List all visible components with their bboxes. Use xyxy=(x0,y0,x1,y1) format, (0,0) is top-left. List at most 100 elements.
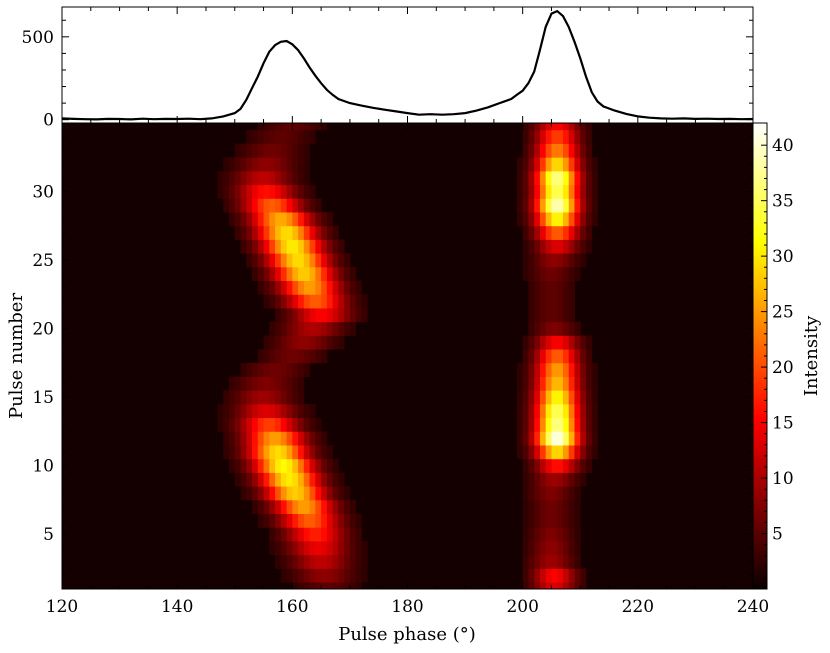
heatmap-cell xyxy=(223,445,230,460)
heatmap-cell xyxy=(298,239,305,254)
heatmap-cell xyxy=(269,123,276,131)
heatmap-cell xyxy=(568,308,575,323)
heatmap-cell xyxy=(534,170,541,186)
heatmap-cell xyxy=(557,239,564,254)
heatmap-cell xyxy=(568,431,575,446)
heatmap-cell xyxy=(344,582,351,590)
heatmap-cell xyxy=(292,239,299,254)
heatmap-cell xyxy=(309,582,316,590)
heatmap-cell xyxy=(551,445,558,460)
heatmap-cell xyxy=(349,554,357,569)
colorbar-tick-label: 25 xyxy=(772,303,794,323)
heatmap-cell xyxy=(338,527,345,542)
heatmap-cell xyxy=(580,417,587,432)
heatmap-cell xyxy=(303,554,311,569)
heatmap-cell xyxy=(315,472,322,487)
heatmap-cell xyxy=(534,335,541,350)
heatmap-x-tick-label: 160 xyxy=(276,597,308,617)
heatmap-cell xyxy=(223,431,230,446)
heatmap-cell xyxy=(522,527,529,542)
heatmap-cell xyxy=(522,212,529,227)
heatmap-cell xyxy=(257,431,264,446)
profile-line xyxy=(61,9,754,121)
heatmap-cell xyxy=(545,280,552,295)
heatmap-cell xyxy=(338,554,345,569)
heatmap-cell xyxy=(574,266,581,282)
heatmap-cell xyxy=(528,472,535,487)
heatmap-cell xyxy=(355,294,362,309)
heatmap-cell xyxy=(252,499,259,515)
heatmap-cell xyxy=(545,212,552,227)
heatmap-cell xyxy=(280,362,287,377)
heatmap-cell xyxy=(223,198,230,213)
heatmap-cell xyxy=(223,390,230,405)
heatmap-cell xyxy=(269,198,276,213)
heatmap-cell xyxy=(303,335,311,350)
heatmap-cell xyxy=(275,212,282,227)
heatmap-cell xyxy=(257,417,264,432)
heatmap-cell xyxy=(326,253,334,268)
heatmap-cell xyxy=(298,403,305,419)
colorbar-tick-label: 30 xyxy=(772,247,794,267)
heatmap-cell xyxy=(580,458,587,473)
heatmap-cell xyxy=(286,541,293,556)
heatmap-cell xyxy=(522,541,529,556)
heatmap-cell xyxy=(275,554,282,569)
heatmap-cell xyxy=(292,321,299,336)
heatmap-cell xyxy=(528,321,535,336)
heatmap-cell xyxy=(263,458,270,473)
heatmap-cell xyxy=(534,198,541,213)
heatmap-cell xyxy=(586,431,593,446)
heatmap-x-tick-label: 140 xyxy=(161,597,193,617)
heatmap-cell xyxy=(257,499,264,515)
heatmap-cell xyxy=(275,527,282,542)
heatmap-cell xyxy=(545,157,552,172)
heatmap-cell xyxy=(321,280,328,295)
heatmap-cell xyxy=(309,184,316,199)
heatmap-cell xyxy=(574,362,581,377)
heatmap-cell xyxy=(562,541,570,556)
heatmap-cell xyxy=(298,513,305,528)
heatmap-cell xyxy=(257,445,264,460)
heatmap-cell xyxy=(275,486,282,501)
heatmap-cell xyxy=(586,362,593,377)
heatmap-cell xyxy=(568,239,575,254)
heatmap-cell xyxy=(326,266,334,282)
heatmap-cell xyxy=(545,513,552,528)
heatmap-cell xyxy=(545,527,552,542)
heatmap-cell xyxy=(303,513,311,528)
heatmap-cell xyxy=(528,349,535,364)
heatmap-cell xyxy=(568,472,575,487)
heatmap-cell xyxy=(257,266,264,282)
heatmap-cell xyxy=(545,431,552,446)
heatmap-cell xyxy=(338,294,345,309)
heatmap-cell xyxy=(309,266,316,282)
heatmap-cell xyxy=(263,335,270,350)
heatmap-cell xyxy=(286,123,293,131)
heatmap-cell xyxy=(280,198,287,213)
heatmap-cell xyxy=(315,445,322,460)
heatmap-cell xyxy=(298,253,305,268)
heatmap-cell xyxy=(280,225,287,240)
heatmap-cell xyxy=(303,239,311,254)
heatmap-cell xyxy=(355,308,362,323)
heatmap-cell xyxy=(545,321,552,336)
heatmap-cell xyxy=(228,212,236,227)
heatmap-cell xyxy=(545,499,552,515)
heatmap-cell xyxy=(252,253,259,268)
heatmap-cell xyxy=(234,143,241,158)
heatmap-cell xyxy=(303,294,311,309)
heatmap-cell xyxy=(228,417,236,432)
heatmap-cell xyxy=(562,554,570,569)
heatmap-cell xyxy=(562,123,570,131)
heatmap-cell xyxy=(292,280,299,295)
heatmap-cell xyxy=(574,390,581,405)
heatmap-cell xyxy=(252,431,259,446)
heatmap-cell xyxy=(292,308,299,323)
heatmap-cell xyxy=(309,431,316,446)
heatmap-cell xyxy=(562,349,570,364)
heatmap-cell xyxy=(257,349,264,364)
heatmap-cell xyxy=(263,294,270,309)
heatmap-cell xyxy=(234,184,241,199)
heatmap-cell xyxy=(263,129,270,144)
